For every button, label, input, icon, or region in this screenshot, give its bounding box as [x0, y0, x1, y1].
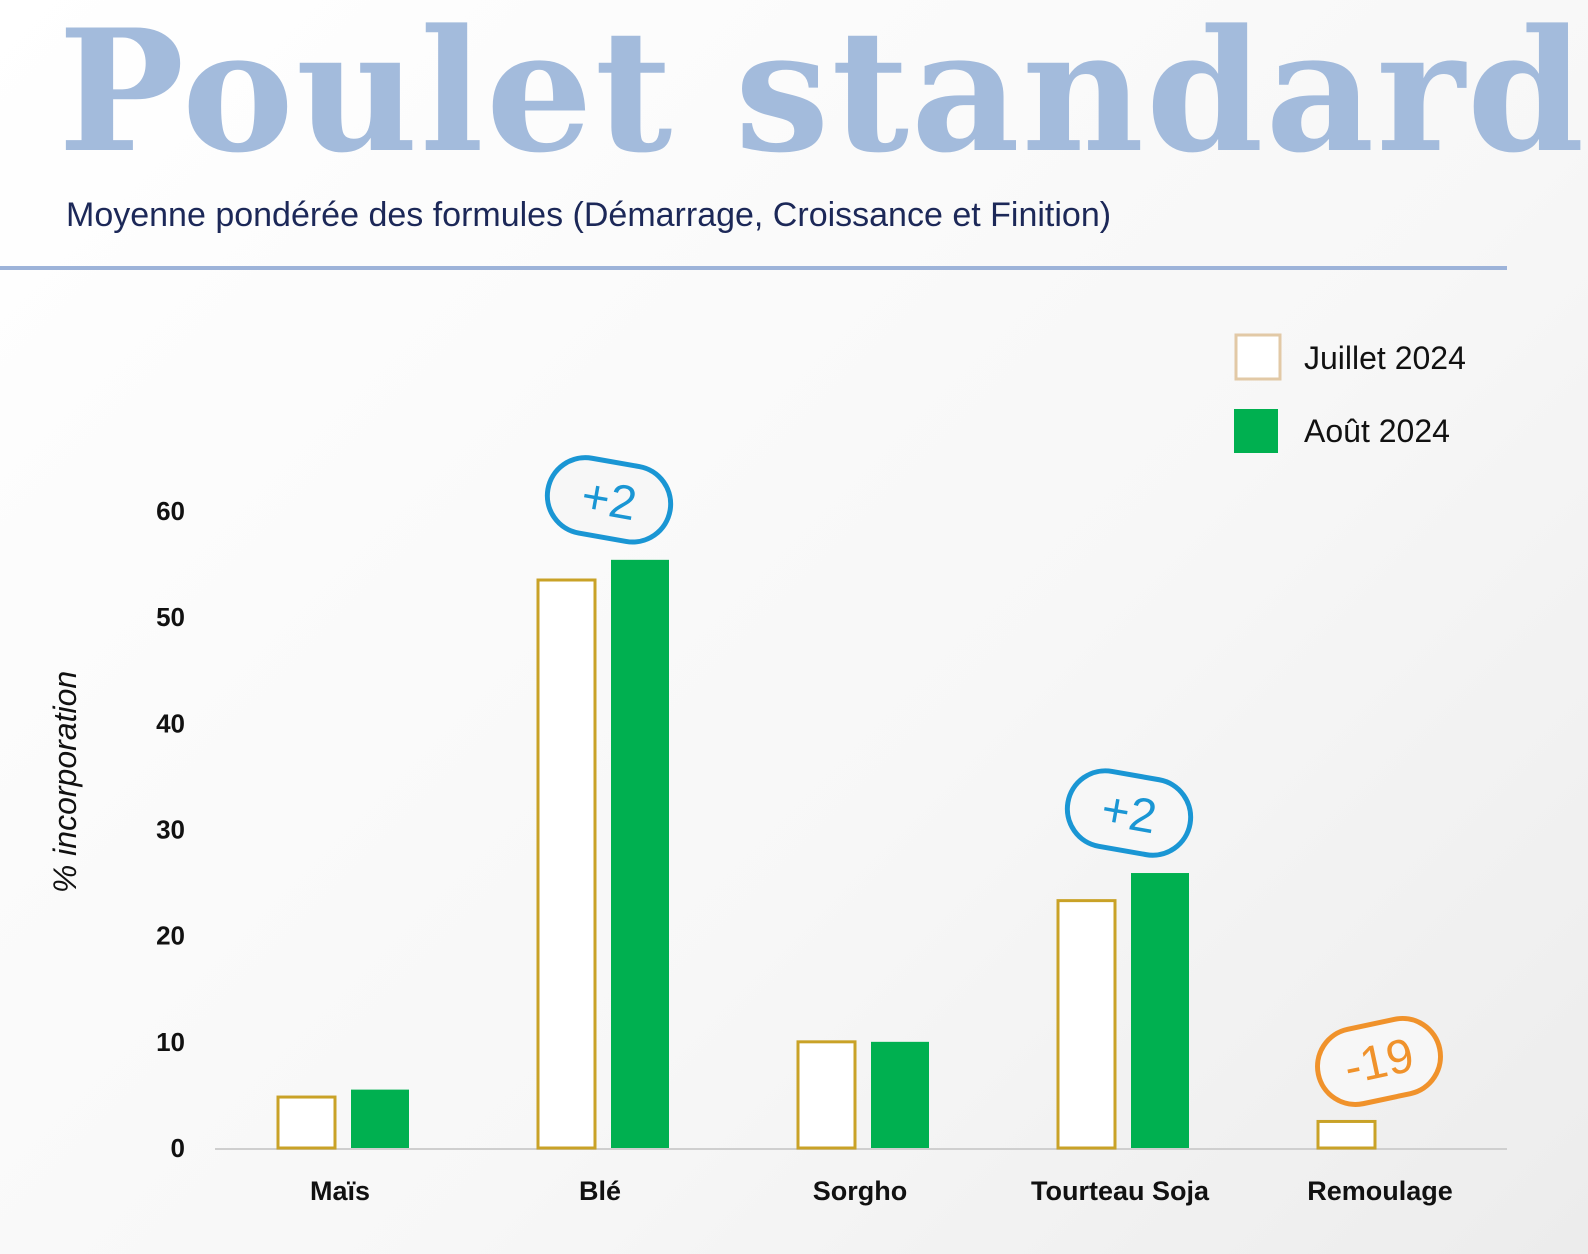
- bar-juillet-2024: [536, 578, 597, 1150]
- bar-aout-2024: [351, 1089, 409, 1148]
- annotation-text: +2: [1097, 783, 1160, 845]
- x-category-label: Remoulage: [1307, 1176, 1453, 1206]
- y-tick-label: 50: [156, 602, 185, 632]
- x-category-label: Blé: [579, 1176, 621, 1206]
- legend-label-juillet: Juillet 2024: [1304, 340, 1466, 376]
- annotation-bubble: [544, 455, 674, 545]
- x-category-label: Sorgho: [813, 1176, 908, 1206]
- bar-juillet-2024: [1056, 899, 1117, 1150]
- change-annotation: -19: [1315, 1015, 1443, 1107]
- header-divider: [0, 266, 1507, 270]
- bar-juillet-2024: [276, 1095, 337, 1150]
- y-tick-label: 40: [156, 708, 185, 738]
- y-tick-label: 20: [156, 921, 185, 951]
- legend-swatch-juillet: [1234, 333, 1282, 381]
- bar-aout-2024: [611, 559, 669, 1148]
- bar-aout-2024: [871, 1041, 929, 1148]
- y-tick-label: 30: [156, 815, 185, 845]
- change-annotation: +2: [544, 455, 674, 545]
- legend: Juillet 2024 Août 2024: [1234, 333, 1466, 453]
- page-subtitle: Moyenne pondérée des formules (Démarrage…: [66, 196, 1112, 234]
- y-tick-label: 0: [171, 1133, 185, 1163]
- x-category-label: Tourteau Soja: [1031, 1176, 1210, 1206]
- y-tick-label: 60: [156, 496, 185, 526]
- annotation-text: +2: [577, 469, 640, 531]
- annotation-bubble: [1315, 1015, 1443, 1107]
- y-axis-label: % incorporation: [47, 671, 83, 893]
- y-tick-label: 10: [156, 1027, 185, 1057]
- legend-label-aout: Août 2024: [1304, 413, 1450, 449]
- x-category-label: Maïs: [310, 1176, 370, 1206]
- bar-juillet-2024: [796, 1040, 857, 1150]
- bar-aout-2024: [1131, 873, 1189, 1148]
- page-title: Poulet standard: [58, 0, 1587, 190]
- bar-juillet-2024: [1316, 1119, 1377, 1150]
- legend-swatch-aout: [1234, 409, 1278, 453]
- change-annotation: +2: [1064, 768, 1194, 858]
- annotation-bubble: [1064, 768, 1194, 858]
